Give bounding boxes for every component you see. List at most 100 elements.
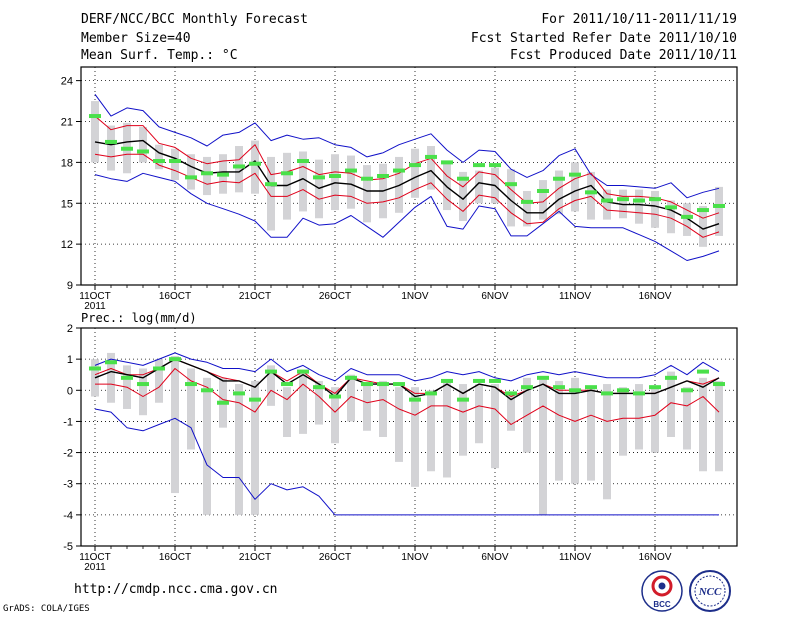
- observed-marker: [489, 378, 501, 383]
- ensemble-box: [379, 380, 387, 437]
- ensemble-box: [619, 387, 627, 456]
- forecast-produced-date: Fcst Produced Date 2011/10/11: [510, 48, 737, 63]
- observed-marker: [169, 357, 181, 362]
- ensemble-box: [347, 155, 355, 209]
- precip-panel-title: Prec.: log(mm/d): [81, 311, 197, 325]
- observed-marker: [649, 197, 661, 202]
- observed-marker: [329, 394, 341, 399]
- ensemble-box: [347, 374, 355, 422]
- series-ensemble-mean: [94, 358, 720, 401]
- observed-marker: [169, 159, 181, 164]
- observed-marker: [217, 172, 229, 177]
- y-tick-label: 2: [67, 323, 73, 335]
- y-tick-label: -3: [63, 479, 73, 491]
- ensemble-box: [363, 384, 371, 431]
- observed-marker: [89, 366, 101, 371]
- observed-marker: [105, 360, 117, 365]
- ensemble-box: [443, 380, 451, 478]
- ensemble-box: [635, 384, 643, 450]
- observed-marker: [265, 369, 277, 374]
- observed-marker: [601, 391, 613, 396]
- ensemble-box: [107, 352, 115, 403]
- x-year-label: 2011: [84, 301, 106, 312]
- x-tick-label: 11NOV: [559, 552, 591, 563]
- ensemble-box: [539, 180, 547, 220]
- observed-marker: [537, 188, 549, 193]
- observed-marker: [393, 382, 405, 387]
- observed-marker: [473, 163, 485, 168]
- ensemble-box: [683, 387, 691, 450]
- observed-marker: [377, 174, 389, 178]
- ensemble-box: [699, 377, 707, 472]
- observed-marker: [153, 366, 165, 371]
- observed-marker: [409, 163, 421, 168]
- grads-credit: GrADS: COLA/IGES: [3, 604, 90, 614]
- observed-marker: [281, 171, 293, 176]
- observed-marker: [569, 388, 581, 393]
- ensemble-box: [91, 359, 99, 397]
- y-tick-label: 18: [61, 157, 73, 169]
- observed-marker: [249, 161, 261, 166]
- observed-marker: [137, 149, 149, 154]
- observed-marker: [553, 176, 565, 181]
- ensemble-box: [203, 156, 211, 196]
- ensemble-box: [427, 390, 435, 472]
- observed-marker: [313, 175, 325, 180]
- observed-marker: [473, 378, 485, 383]
- variable-label: Mean Surf. Temp.: °C: [81, 48, 238, 63]
- observed-marker: [233, 164, 245, 169]
- x-tick-label: 16NOV: [639, 291, 672, 302]
- observed-marker: [377, 382, 389, 387]
- observed-marker: [665, 205, 677, 210]
- ensemble-box: [411, 148, 419, 198]
- observed-marker: [185, 382, 197, 387]
- y-tick-label: 21: [61, 117, 73, 129]
- ensemble-box: [443, 161, 451, 211]
- series-ensemble-mean: [94, 139, 720, 230]
- ensemble-box: [571, 377, 579, 484]
- observed-marker: [585, 385, 597, 390]
- ensemble-box: [587, 171, 595, 220]
- observed-marker: [585, 190, 597, 195]
- bcc-logo: BCC: [641, 570, 683, 612]
- observed-marker: [505, 391, 517, 396]
- observed-marker: [713, 382, 725, 387]
- observed-marker: [265, 182, 277, 187]
- ensemble-box: [667, 200, 675, 234]
- observed-marker: [281, 382, 293, 387]
- ensemble-box: [139, 126, 147, 163]
- series-ensemble-max: [94, 352, 720, 382]
- observed-marker: [137, 382, 149, 387]
- ensemble-box: [523, 190, 531, 227]
- observed-marker: [553, 385, 565, 390]
- observed-marker: [393, 168, 405, 173]
- ensemble-box: [235, 146, 243, 193]
- ensemble-box: [107, 125, 115, 171]
- observed-marker: [457, 397, 469, 402]
- observed-marker: [489, 163, 501, 168]
- ensemble-box: [539, 377, 547, 515]
- observed-marker: [201, 171, 213, 176]
- ensemble-box: [635, 189, 643, 224]
- ensemble-box: [603, 189, 611, 220]
- observed-marker: [233, 391, 245, 396]
- ensemble-box: [187, 154, 195, 190]
- series-lower-spread: [94, 153, 720, 238]
- observed-marker: [345, 168, 357, 173]
- ensemble-box: [603, 384, 611, 500]
- y-tick-label: 15: [61, 198, 73, 210]
- observed-marker: [121, 146, 133, 151]
- x-tick-label: 16NOV: [639, 552, 672, 563]
- ensemble-box: [299, 371, 307, 434]
- observed-marker: [425, 154, 437, 159]
- ensemble-box: [395, 387, 403, 462]
- ensemble-box: [139, 368, 147, 416]
- observed-marker: [649, 385, 661, 390]
- observed-marker: [681, 388, 693, 393]
- ncc-logo: NCC: [689, 570, 731, 612]
- ensemble-box: [507, 393, 515, 431]
- ensemble-box: [427, 146, 435, 190]
- source-url[interactable]: http://cmdp.ncc.cma.gov.cn: [74, 582, 278, 597]
- observed-marker: [713, 203, 725, 208]
- observed-marker: [217, 400, 229, 405]
